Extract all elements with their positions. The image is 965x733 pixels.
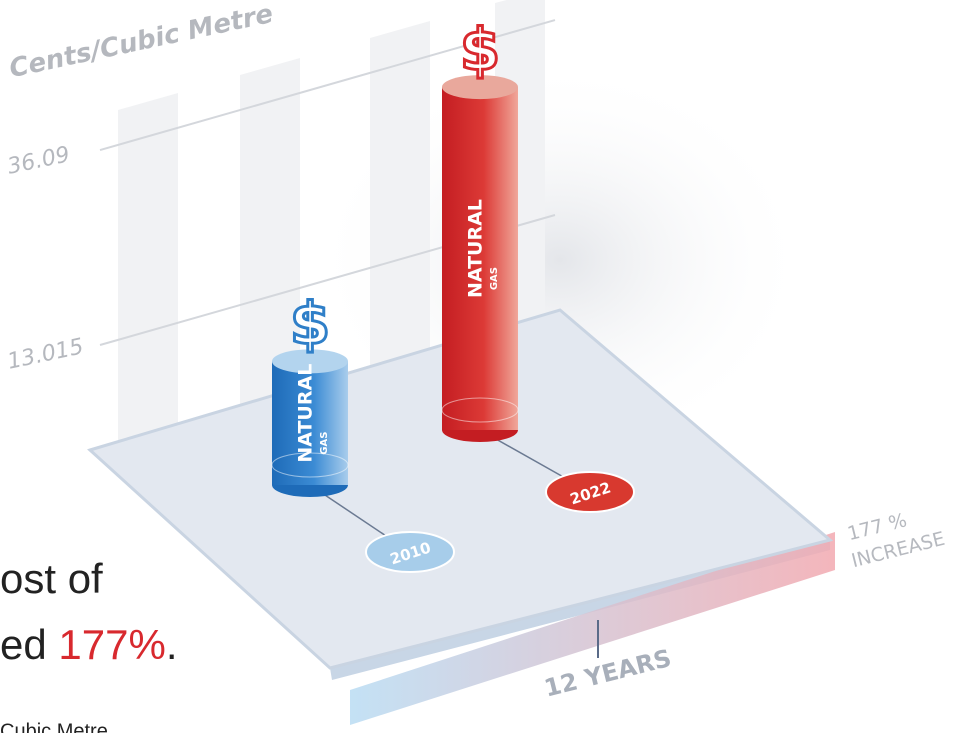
bar-ring bbox=[441, 397, 519, 423]
caption-line: ost of bbox=[0, 555, 103, 602]
timeline-bar bbox=[350, 532, 835, 725]
caption-text: . bbox=[166, 621, 178, 668]
y-tick-label: 36.09 bbox=[5, 142, 72, 180]
currency-icon: $ bbox=[460, 15, 500, 83]
y-axis-title: Cents/Cubic Metre bbox=[7, 0, 276, 84]
caption-text: ed bbox=[0, 621, 58, 668]
bar-label: NATURAL bbox=[295, 364, 317, 463]
bar-top bbox=[272, 349, 348, 374]
bar-sublabel: GAS bbox=[489, 267, 500, 290]
caption-line: ed 177%. bbox=[0, 621, 177, 668]
bar-label: NATURAL bbox=[465, 199, 487, 298]
caption-highlight: 177% bbox=[58, 621, 165, 668]
category-badge bbox=[365, 531, 455, 573]
bar-sublabel: GAS bbox=[319, 432, 330, 455]
back-wall bbox=[118, 0, 545, 447]
bar bbox=[442, 87, 518, 431]
bar bbox=[272, 361, 348, 485]
bar-ring bbox=[271, 452, 349, 478]
y-tick-label: 13.015 bbox=[5, 334, 85, 374]
category-badge bbox=[545, 471, 635, 513]
bar-top bbox=[442, 75, 518, 100]
grid-line bbox=[99, 19, 556, 152]
currency-icon: $ bbox=[290, 289, 330, 357]
footnote: Cubic Metre bbox=[0, 720, 108, 733]
